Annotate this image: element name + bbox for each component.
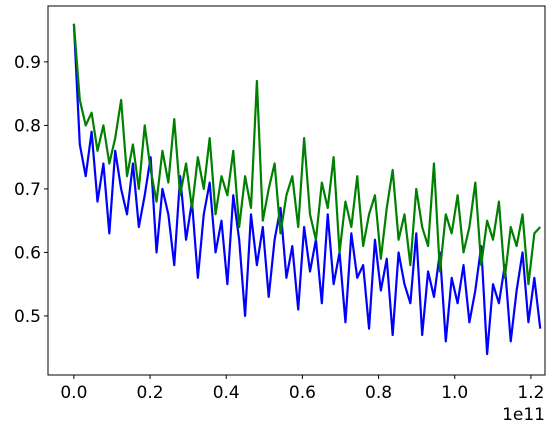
- x-tick-label: 0.8: [365, 383, 392, 403]
- y-tick-label: 0.9: [14, 53, 41, 73]
- x-tick-label: 0.4: [213, 383, 240, 403]
- x-tick-label: 0.2: [137, 383, 164, 403]
- y-tick-label: 0.5: [14, 307, 41, 327]
- x-tick-label: 1.0: [441, 383, 468, 403]
- x-tick-label: 0.0: [60, 383, 87, 403]
- y-tick-label: 0.8: [14, 116, 41, 136]
- plot-area: [72, 23, 542, 356]
- x-tick-label: 0.6: [289, 383, 316, 403]
- series-line: [72, 23, 542, 286]
- x-offset-text: 1e11: [502, 405, 545, 425]
- axes-frame: [47, 5, 546, 376]
- x-tick-label: 1.2: [517, 383, 544, 403]
- y-tick-label: 0.6: [14, 243, 41, 263]
- y-tick-label: 0.7: [14, 180, 41, 200]
